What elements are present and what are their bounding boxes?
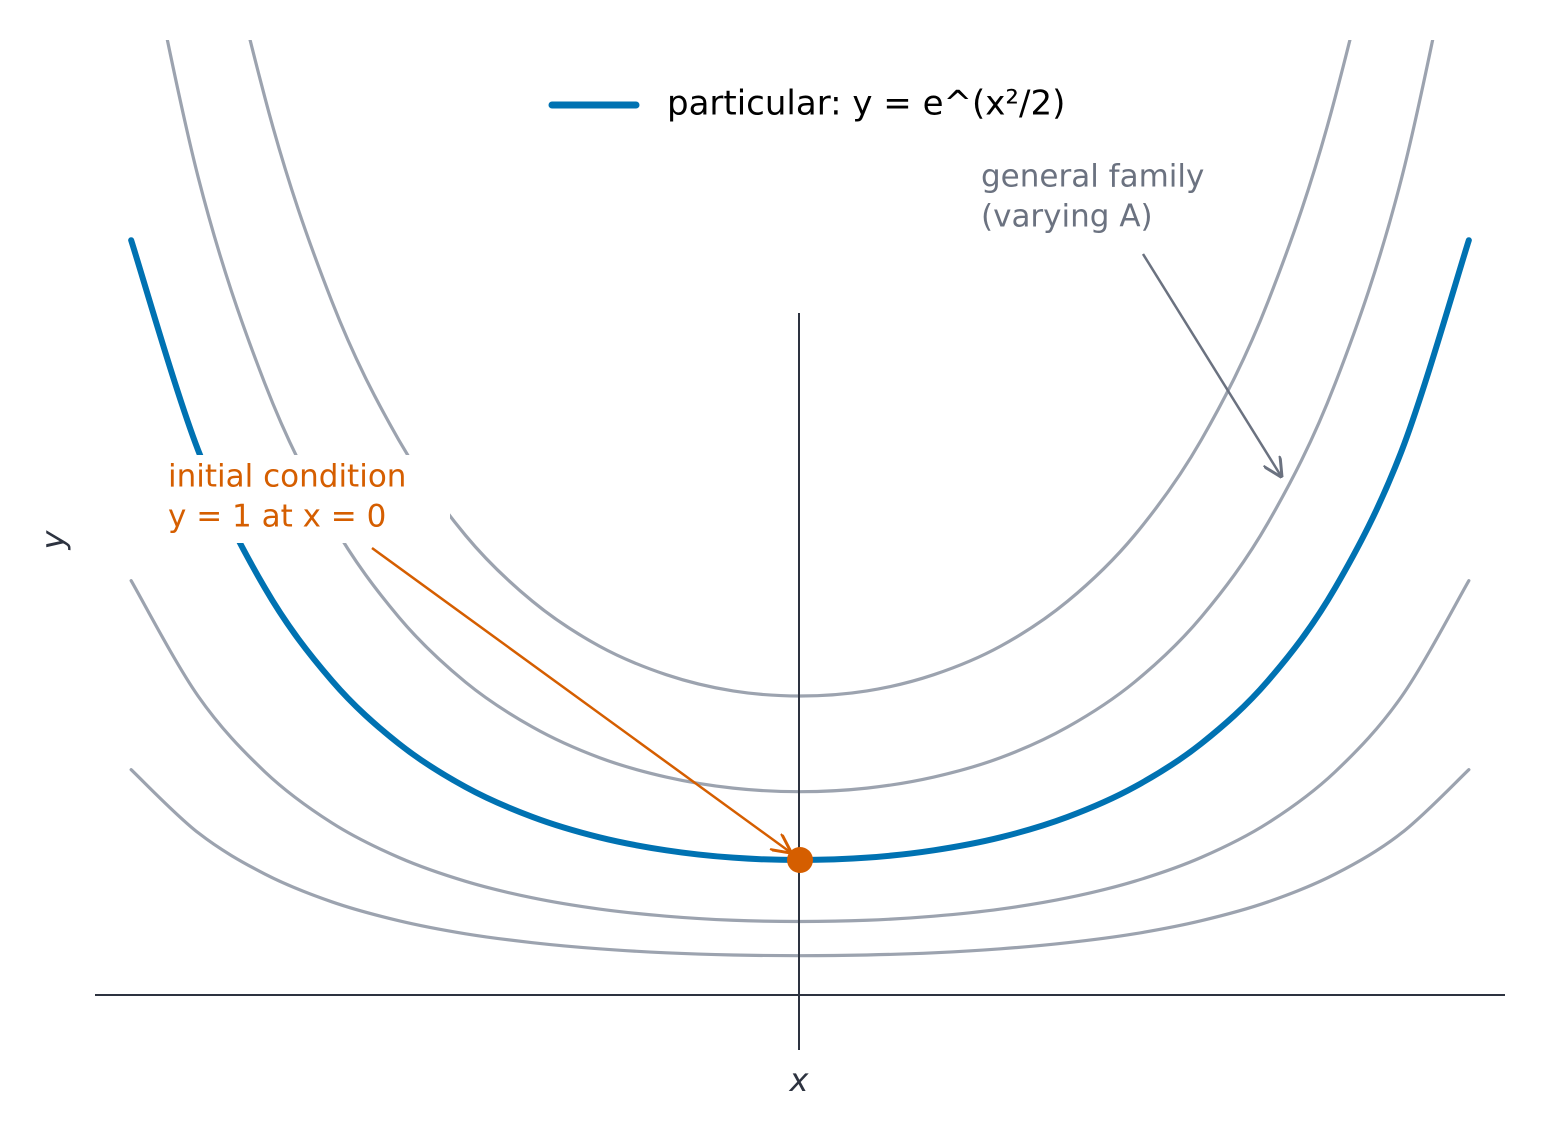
annotation-arrow <box>371 546 790 852</box>
annotation-text: y = 1 at x = 0 <box>168 499 386 535</box>
annotation-background <box>160 455 450 543</box>
annotation-text: (varying A) <box>981 199 1153 235</box>
overlay: particular: y = e^(x²/2) general family (v… <box>160 84 1204 873</box>
x-axis-label: x <box>789 1061 810 1099</box>
annotation-arrow <box>1141 253 1281 476</box>
legend-label: particular: y = e^(x²/2) <box>667 84 1065 124</box>
y-axis-label: y <box>34 529 72 550</box>
annotation-text: general family <box>981 159 1204 195</box>
annotation-text: initial condition <box>168 459 406 495</box>
initial-point <box>787 847 813 873</box>
